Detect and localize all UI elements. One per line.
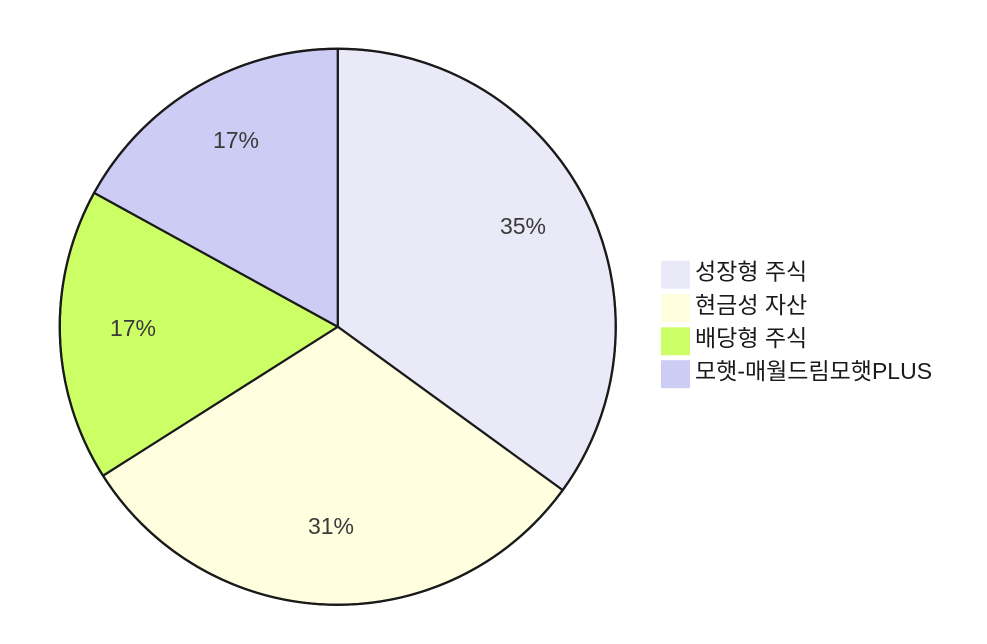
svg-text:31%: 31% — [308, 513, 354, 539]
svg-text:17%: 17% — [110, 315, 156, 341]
svg-text:현금성 자산: 현금성 자산 — [695, 292, 807, 318]
svg-text:35%: 35% — [500, 213, 546, 239]
svg-text:모햇-매월드림모햇PLUS: 모햇-매월드림모햇PLUS — [695, 358, 932, 384]
svg-text:성장형 주식: 성장형 주식 — [695, 259, 807, 285]
svg-text:배당형 주식: 배당형 주식 — [695, 325, 807, 351]
svg-text:17%: 17% — [213, 127, 259, 153]
